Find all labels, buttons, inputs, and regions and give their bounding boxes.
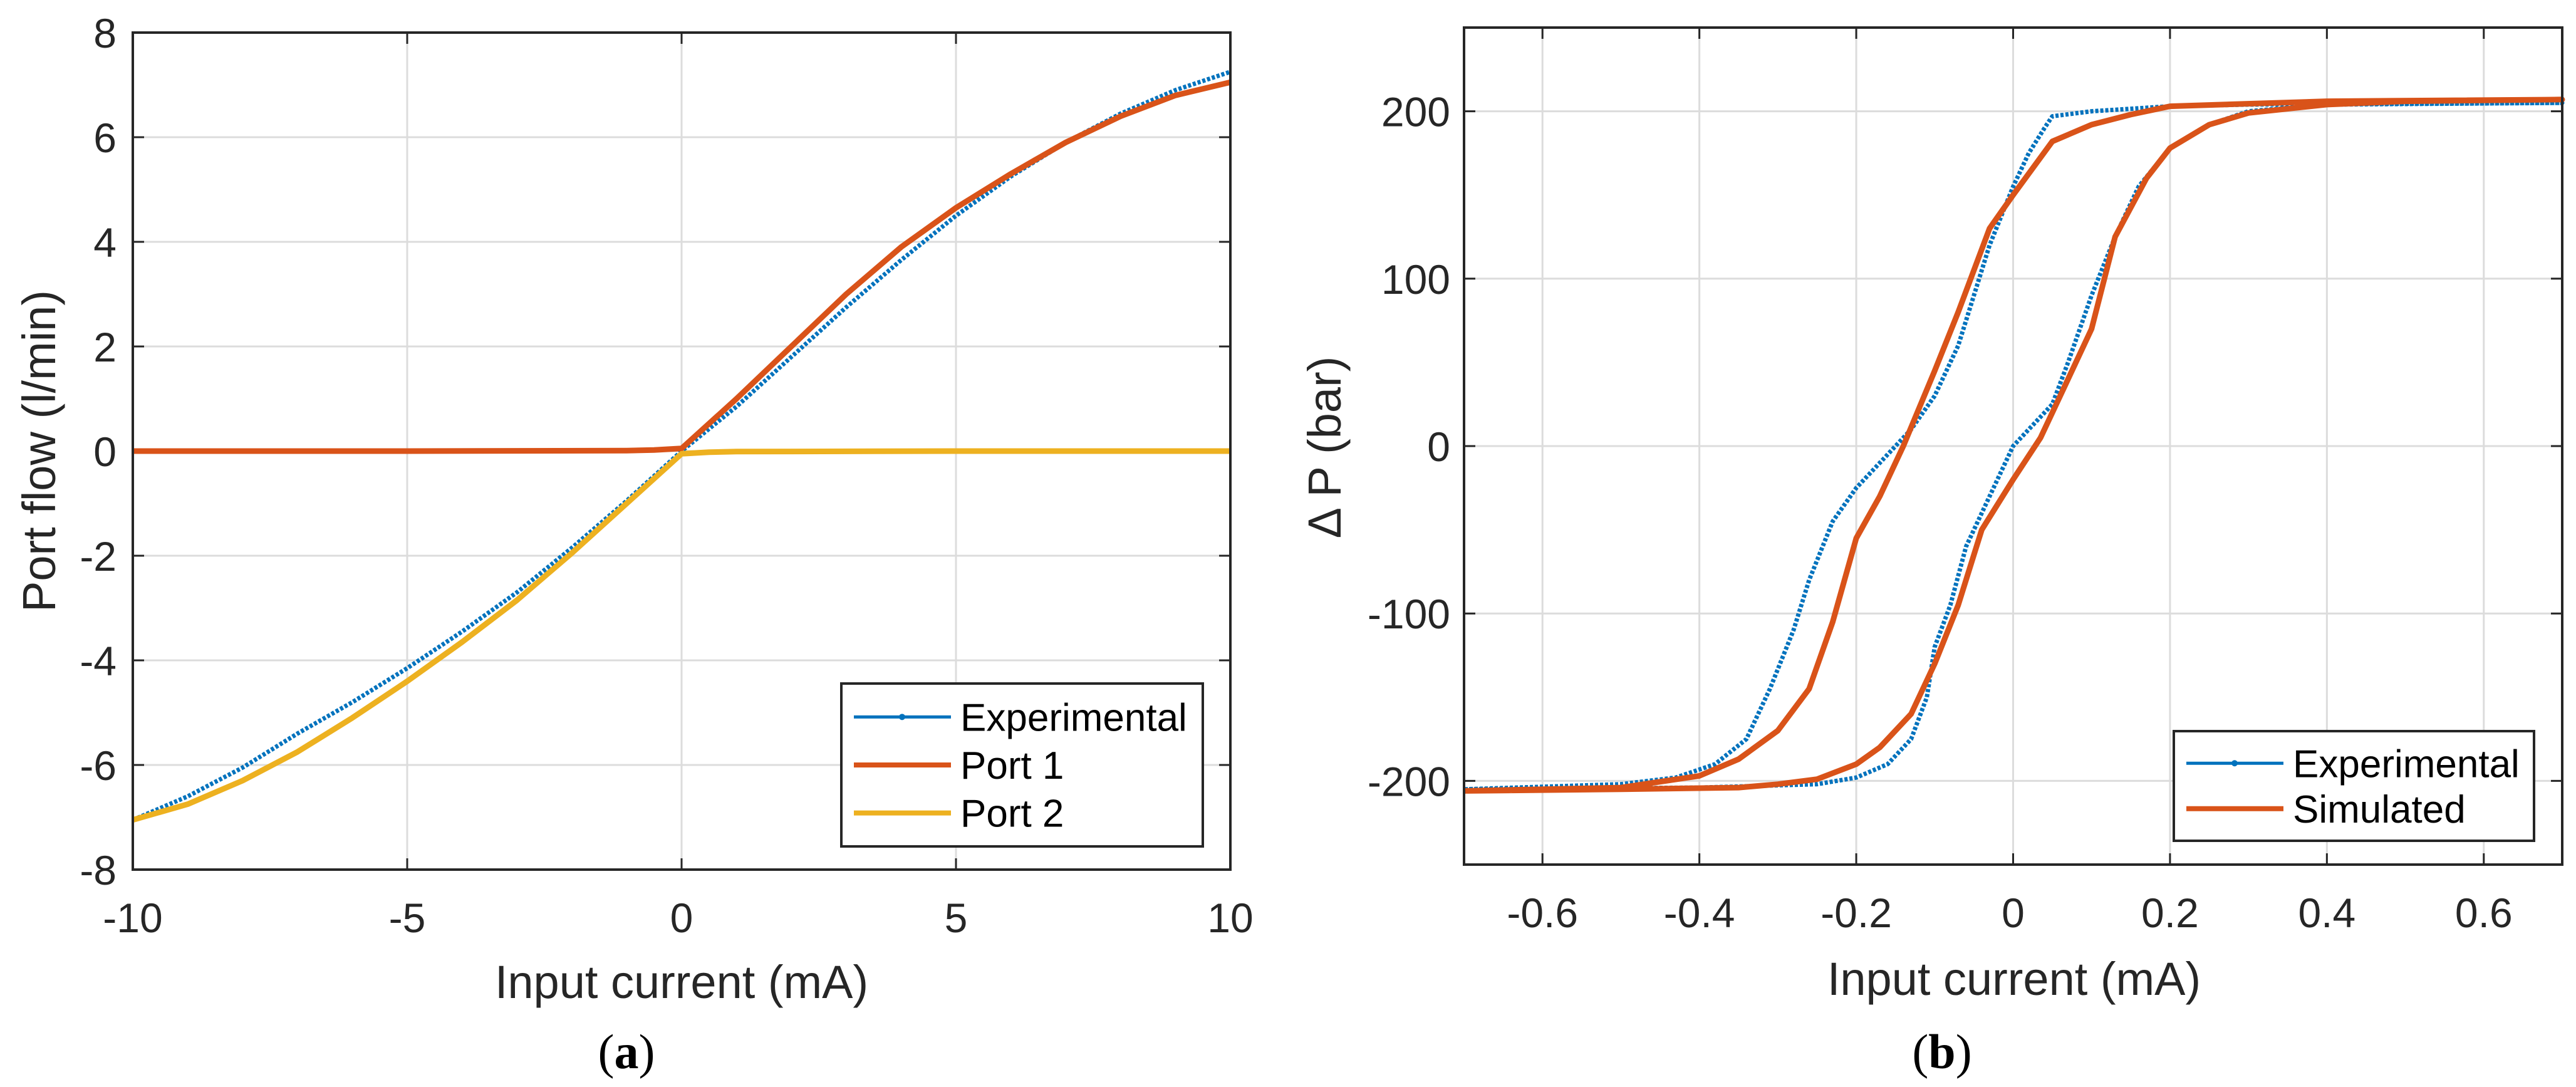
chart-a-ylabel: Port flow (l/min) [13,290,65,612]
chart-b-y-tick-label: -100 [1368,591,1450,637]
chart-a-x-tick-label: -10 [103,895,162,941]
chart-a-y-tick-label: -6 [80,742,117,789]
chart-b-x-tick-label: 0 [2002,890,2025,936]
chart-a-y-tick-label: -2 [80,533,117,580]
chart-a-xlabel: Input current (mA) [495,956,868,1008]
chart-a-y-tick-label: 6 [93,115,117,161]
chart-b-x-tick-label: -0.6 [1507,890,1578,936]
chart-a-x-tick-label: -5 [389,895,426,941]
chart-a-series-port-2 [132,448,1230,823]
chart-a-y-tick-label: 4 [93,219,117,266]
chart-b-y-tick-label: 100 [1381,256,1450,303]
chart-a-x-tick-label: 5 [945,895,968,941]
chart-b-legend [2173,730,2535,842]
chart-b-x-tick-label: 0.2 [2141,890,2199,936]
chart-b-legend-label: Experimental [2293,742,2520,786]
chart-b-legend-marker [2231,760,2238,767]
chart-a-legend-marker [899,714,905,720]
chart-a-x-tick-label: 0 [670,895,693,941]
chart-b-x-tick-label: -0.4 [1664,890,1735,936]
chart-b-y-tick-label: -200 [1368,758,1450,804]
chart-a-legend-label: Port 2 [960,793,1064,836]
chart-b-x-tick-label: 0.4 [2298,890,2355,936]
chart-b-y-tick-label: 200 [1381,89,1450,135]
chart-b-x-tick-label: 0.6 [2455,890,2513,936]
chart-a-y-tick-label: 8 [93,10,117,56]
chart-a-y-tick-label: 2 [93,324,117,370]
chart-a-y-tick-label: -4 [80,638,117,684]
chart-b-caption: (b) [1912,1024,1971,1079]
chart-b-xlabel: Input current (mA) [1827,953,2201,1005]
chart-a-y-tick-label: 0 [93,429,117,475]
chart-a-axes-box [132,31,1232,871]
chart-b-y-tick-label: 0 [1427,424,1450,470]
chart-a-caption-letter: a [615,1024,639,1079]
chart-b-axes-box [1463,26,2563,866]
chart-a: Input current (mA) Port flow (l/min) (a)… [13,10,1254,1079]
chart-a-series-port-1 [133,79,1232,454]
chart-a-legend-label: Port 1 [960,744,1064,788]
chart-b-series-simulated [1463,96,2565,794]
chart-a-y-tick-label: -8 [80,847,117,893]
chart-b-x-tick-label: -0.2 [1820,890,1892,936]
chart-b-caption-letter: b [1928,1024,1955,1079]
chart-a-legend-label: Experimental [960,696,1187,739]
chart-b-legend-label: Simulated [2293,788,2466,831]
chart-b: Input current (mA) Δ P (bar) (b) -0.6 -0.… [1299,26,2565,1079]
chart-a-caption: (a) [598,1024,655,1079]
chart-a-x-tick-label: 10 [1207,895,1253,941]
chart-b-ylabel: Δ P (bar) [1299,356,1351,539]
